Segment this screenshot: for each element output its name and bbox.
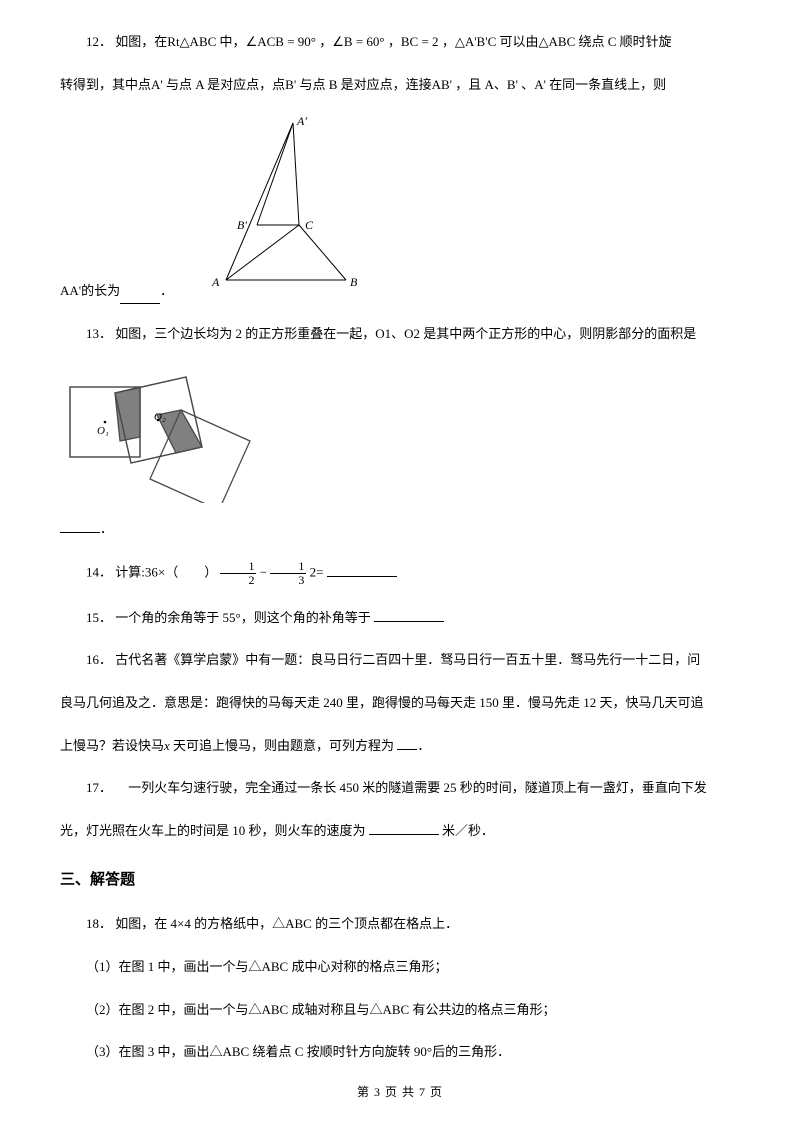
q17-unit: 米／秒． bbox=[442, 823, 494, 838]
q12-l2c: 与点 B 是对应点，连接 bbox=[299, 77, 431, 92]
q14-tb: 2= bbox=[310, 565, 324, 580]
q17-num: 17 bbox=[86, 780, 99, 795]
q16-l3a: 上慢马？若设快马 bbox=[60, 738, 164, 753]
q12-m6: △ABC bbox=[539, 34, 576, 49]
q17-l1: 一列火车匀速行驶，完全通过一条长 450 米的隧道需要 25 秒的时间，隧道顶上… bbox=[115, 780, 707, 795]
question-16: 16． 古代名著《算学启蒙》中有一题：良马日行二百四十里．驽马日行一百五十里．驽… bbox=[60, 648, 740, 673]
q16-var: x bbox=[164, 738, 170, 753]
q12-m11: A' bbox=[534, 77, 546, 92]
question-17-l2: 光，灯光照在火车上的时间是 10 秒，则火车的速度为 米／秒． bbox=[60, 819, 740, 844]
q12-te: ， bbox=[442, 34, 455, 49]
question-18-p2: （2）在图 2 中，画出一个与△ABC 成轴对称且与△ABC 有公共边的格点三角… bbox=[60, 998, 740, 1023]
q17-blank bbox=[369, 822, 439, 835]
q16-blank bbox=[397, 737, 417, 750]
question-13: 13． 如图，三个边长均为 2 的正方形重叠在一起，O1、O2 是其中两个正方形… bbox=[60, 322, 740, 347]
question-18-p3: （3）在图 3 中，画出△ABC 绕着点 C 按顺时针方向旋转 90°后的三角形… bbox=[60, 1040, 740, 1065]
q12-blank bbox=[120, 291, 160, 304]
question-18: 18． 如图，在 4×4 的方格纸中，△ABC 的三个顶点都在格点上． bbox=[60, 912, 740, 937]
svg-text:O₁: O₁ bbox=[97, 425, 109, 437]
q14-num: 14 bbox=[86, 565, 99, 580]
q12-tb: 中， bbox=[220, 34, 246, 49]
question-16-l3: 上慢马？若设快马x 天可追上慢马，则由题意，可列方程为 ． bbox=[60, 734, 740, 759]
q12-tail-label: AA' bbox=[60, 279, 81, 304]
q12-m10: B' bbox=[507, 77, 518, 92]
question-14: 14． 计算:36×（ ） 12 − 13 2= bbox=[60, 560, 740, 587]
question-12: 12． 如图，在Rt△ABC 中，∠ACB = 90° ，∠B = 60° ，B… bbox=[60, 30, 740, 55]
q13-period: ． bbox=[100, 521, 113, 536]
q13-blank bbox=[60, 520, 100, 533]
q12-m8: B' bbox=[285, 77, 296, 92]
q14-blank bbox=[327, 564, 397, 577]
question-12-tail: AA' 的长为 ． A′ B′ C A B bbox=[60, 115, 740, 304]
svg-text:A: A bbox=[211, 275, 220, 289]
q15-num: 15 bbox=[86, 610, 99, 625]
q16-l2t: 良马几何追及之．意思是：跑得快的马每天走 240 里，跑得慢的马每天走 150 … bbox=[60, 695, 704, 710]
q12-m7: A' bbox=[151, 77, 163, 92]
question-15: 15． 一个角的余角等于 55°，则这个角的补角等于 bbox=[60, 606, 740, 631]
q12-tf: 可以由 bbox=[500, 34, 539, 49]
q15-blank bbox=[374, 609, 444, 622]
q18-num: 18 bbox=[86, 916, 99, 931]
q12-tail-period: ． bbox=[160, 279, 173, 304]
q14-frac2: 13 bbox=[270, 560, 306, 587]
q14-minus: − bbox=[260, 565, 267, 580]
q12-l2e: 、 bbox=[521, 77, 534, 92]
q16-l1: 古代名著《算学启蒙》中有一题：良马日行二百四十里．驽马日行一百五十里．驽马先行一… bbox=[115, 652, 700, 667]
q15-text: 一个角的余角等于 55°，则这个角的补角等于 bbox=[115, 610, 370, 625]
svg-text:A′: A′ bbox=[296, 115, 307, 128]
question-18-p1: （1）在图 1 中，画出一个与△ABC 成中心对称的格点三角形； bbox=[60, 955, 740, 980]
q12-tg: 绕点 C 顺时针旋 bbox=[579, 34, 672, 49]
q12-m3: ∠B = 60° bbox=[332, 34, 384, 49]
page-footer: 第 3 页 共 7 页 bbox=[0, 1081, 800, 1104]
q14-frac1: 12 bbox=[220, 560, 256, 587]
q16-period: ． bbox=[417, 738, 430, 753]
q12-diagram: A′ B′ C A B bbox=[181, 115, 361, 304]
question-17: 17． 一列火车匀速行驶，完全通过一条长 450 米的隧道需要 25 秒的时间，… bbox=[60, 776, 740, 801]
q16-num: 16 bbox=[86, 652, 99, 667]
q12-m1: Rt△ABC bbox=[167, 34, 216, 49]
q12-td: ， bbox=[388, 34, 401, 49]
q13-num: 13 bbox=[86, 326, 99, 341]
question-12-line2: 转得到，其中点A' 与点 A 是对应点，点B' 与点 B 是对应点，连接AB' … bbox=[60, 73, 740, 98]
q12-num: 12 bbox=[86, 34, 99, 49]
q13-text: 如图，三个边长均为 2 的正方形重叠在一起，O1、O2 是其中两个正方形的中心，… bbox=[115, 326, 696, 341]
q12-tail-text: 的长为 bbox=[81, 279, 120, 304]
q18-stem: 如图，在 4×4 的方格纸中，△ABC 的三个顶点都在格点上． bbox=[115, 916, 458, 931]
q12-l2b: 与点 A 是对应点，点 bbox=[166, 77, 285, 92]
q12-ta: 如图，在 bbox=[115, 34, 167, 49]
q16-l3b: 天可追上慢马，则由题意，可列方程为 bbox=[173, 738, 394, 753]
q12-tc: ， bbox=[319, 34, 332, 49]
q13-diagram: O₁ O₂ bbox=[60, 365, 740, 512]
q12-m4: BC = 2 bbox=[401, 34, 439, 49]
q12-l2a: 转得到，其中点 bbox=[60, 77, 151, 92]
svg-text:C: C bbox=[305, 218, 314, 232]
svg-text:B: B bbox=[350, 275, 358, 289]
q12-m9: AB' bbox=[432, 77, 452, 92]
q12-l2f: 在同一条直线上，则 bbox=[549, 77, 666, 92]
q12-m2: ∠ACB = 90° bbox=[246, 34, 316, 49]
svg-text:B′: B′ bbox=[237, 218, 247, 232]
q17-l2a: 光，灯光照在火车上的时间是 10 秒，则火车的速度为 bbox=[60, 823, 366, 838]
question-13-blank-row: ． bbox=[60, 517, 740, 542]
question-16-l2: 良马几何追及之．意思是：跑得快的马每天走 240 里，跑得慢的马每天走 150 … bbox=[60, 691, 740, 716]
q12-l2d: ，且 A、 bbox=[455, 77, 507, 92]
svg-text:O₂: O₂ bbox=[154, 411, 166, 423]
q14-ta: 计算:36×（ ） bbox=[115, 565, 217, 580]
q12-m5: △A'B'C bbox=[455, 34, 496, 49]
section-3-title: 三、解答题 bbox=[60, 866, 740, 895]
